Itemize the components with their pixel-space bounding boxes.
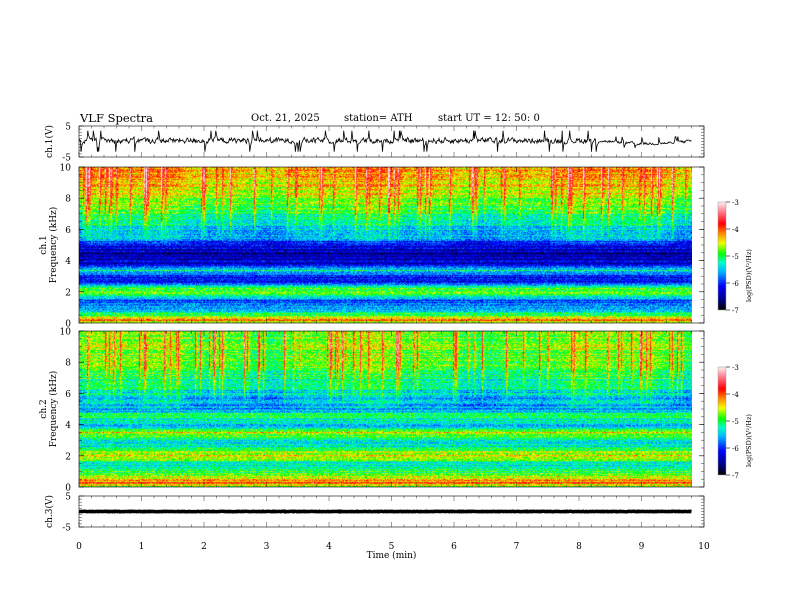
x-tick-label: 6 [451, 542, 457, 552]
x-axis-label: Time (min) [367, 550, 417, 561]
x-tick-label: 1 [139, 542, 145, 552]
y-axis-label: ch.1(V) [44, 125, 55, 158]
x-tick-label: 0 [76, 542, 82, 552]
x-tick-label: 2 [201, 542, 207, 552]
colorbar-tick-label: -7 [732, 307, 739, 315]
y-tick-label: -5 [62, 154, 71, 164]
ch2-spectrogram-heatmap [79, 331, 692, 487]
colorbar-frame [717, 366, 727, 476]
x-tick-label: 8 [576, 542, 582, 552]
x-tick-label: 7 [514, 542, 520, 552]
colorbar-tick-label: -4 [732, 226, 739, 234]
y-tick-label: 10 [60, 164, 72, 174]
ch2-colorbar [718, 367, 726, 475]
y-axis-label: Frequency (kHz) [48, 207, 59, 284]
colorbar-tick-label: -3 [732, 364, 739, 372]
y-tick-label: 8 [65, 359, 71, 369]
colorbar-label: log(PSD)(V²/Hz) [745, 249, 753, 302]
y-tick-label: 0 [65, 320, 71, 330]
ch1-waveform-trace [78, 130, 692, 152]
colorbar-tick-label: -6 [732, 445, 739, 453]
y-tick-label: -5 [62, 524, 71, 534]
colorbar-tick-label: -5 [732, 418, 739, 426]
colorbar-label: log(PSD)(V²/Hz) [745, 414, 753, 467]
y-tick-label: 4 [65, 421, 71, 431]
y-tick-label: 5 [65, 493, 71, 503]
x-tick-label: 4 [326, 542, 332, 552]
y-tick-label: 8 [65, 195, 71, 205]
x-tick-label: 3 [264, 542, 270, 552]
colorbar-tick-label: -3 [732, 199, 739, 207]
y-axis-label: ch.1 [39, 235, 49, 254]
date-label: Oct. 21, 2025 [251, 113, 320, 124]
x-tick-label: 5 [389, 542, 395, 552]
figure-title: VLF Spectra [80, 111, 154, 125]
ch2-spectrogram-frame [78, 330, 705, 488]
y-axis-label: Frequency (kHz) [48, 371, 59, 448]
y-tick-label: 6 [65, 390, 71, 400]
colorbar-tick-label: -5 [732, 253, 739, 261]
ch1-colorbar [718, 202, 726, 310]
colorbar-tick-label: -4 [732, 391, 739, 399]
start-time-label: start UT = 12: 50: 0 [438, 113, 540, 124]
colorbar-tick-label: -6 [732, 280, 739, 288]
colorbar-frame [717, 201, 727, 311]
x-tick-label: 10 [698, 542, 710, 552]
station-label: station= ATH [344, 113, 413, 124]
y-axis-label: ch.3(V) [44, 495, 55, 528]
y-tick-label: 5 [65, 123, 71, 133]
ch1-spectrogram-heatmap [79, 167, 692, 323]
y-axis-label: ch.2 [39, 399, 49, 418]
y-tick-label: 2 [65, 288, 71, 298]
ch1-spectrogram-frame [78, 166, 705, 324]
x-tick-label: 9 [639, 542, 645, 552]
y-tick-label: 2 [65, 452, 71, 462]
y-tick-label: 6 [65, 226, 71, 236]
y-tick-label: 10 [60, 328, 72, 338]
y-tick-label: 4 [65, 257, 71, 267]
colorbar-tick-label: -7 [732, 472, 739, 480]
y-tick-label: 0 [65, 484, 71, 494]
